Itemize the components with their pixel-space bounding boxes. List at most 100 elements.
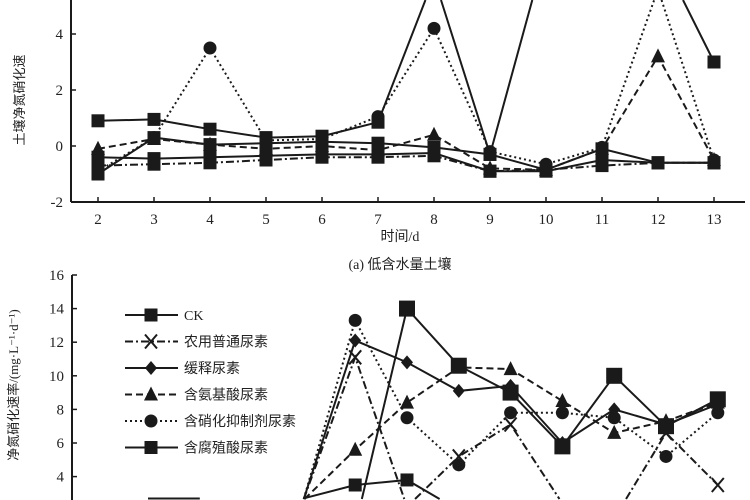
data-point [595, 153, 609, 167]
data-point [259, 136, 273, 150]
plot-area [148, 300, 726, 500]
data-point [349, 333, 362, 348]
legend-marker [144, 414, 158, 428]
legend-label: 含硝化抑制剂尿素 [184, 414, 296, 430]
y-tick-label: -2 [51, 195, 64, 211]
data-point [203, 138, 217, 152]
data-point [400, 473, 414, 487]
y-tick-label: 4 [57, 470, 65, 486]
data-point [203, 150, 217, 164]
x-tick-label: 6 [318, 212, 326, 228]
data-point [502, 384, 519, 401]
data-point [348, 478, 362, 492]
data-point [554, 438, 571, 455]
data-point [427, 140, 441, 154]
legend-item: CK [125, 308, 203, 324]
data-point [503, 361, 518, 376]
data-point [147, 152, 161, 166]
data-point [711, 406, 725, 420]
series-line [148, 478, 441, 500]
data-point [607, 424, 622, 439]
data-point [450, 357, 467, 374]
legend-marker [144, 308, 158, 322]
chart-b: 净氮硝化速率/(mg·L⁻¹·d⁻¹) 4 6 8 10 12 14 16 CK 农用普通尿素缓… [6, 268, 726, 500]
series-ck [91, 0, 721, 177]
data-point [483, 147, 497, 161]
x-tick-label: 10 [539, 212, 554, 228]
y-tick-label: 12 [49, 335, 64, 351]
chart-a: 土壤净氮硝化速 时间/d (a) 低含水量土壤 -2 0 2 4 2 3 4 5 6 7 8 9 10 1… [12, 0, 745, 273]
x-tick-label: 8 [430, 212, 438, 228]
x-tick-label: 12 [651, 212, 666, 228]
series-4 [302, 313, 725, 500]
plot-area [91, 0, 721, 181]
data-point [555, 393, 570, 407]
data-point [91, 140, 105, 155]
y-tick-label: 6 [57, 436, 65, 452]
x-tick-label: 11 [595, 212, 609, 228]
data-point [607, 411, 621, 425]
x-tick-label: 4 [206, 212, 214, 228]
y-tick-label: 0 [56, 139, 64, 155]
data-point [399, 300, 415, 317]
legend-label: CK [184, 309, 203, 324]
series-5 [360, 300, 726, 500]
x-tick-label: 5 [262, 212, 270, 228]
data-point [707, 153, 721, 167]
data-point [711, 477, 725, 493]
chart-b-ylabel: 净氮硝化速率/(mg·L⁻¹·d⁻¹) [6, 309, 21, 461]
data-point [203, 122, 217, 136]
chart-a-ylabel: 土壤净氮硝化速 [12, 54, 27, 145]
data-point [91, 114, 105, 128]
data-point [315, 135, 329, 149]
data-point [452, 458, 466, 472]
data-point [658, 418, 674, 435]
data-point [707, 55, 721, 69]
data-point [539, 157, 553, 171]
legend-item: 缓释尿素 [125, 361, 240, 377]
series-line [97, 154, 714, 173]
data-point [371, 110, 385, 124]
data-point [348, 313, 362, 327]
legend-item: 含氨基酸尿素 [125, 386, 268, 404]
legend-item: 含腐殖酸尿素 [125, 440, 268, 457]
y-tick-label: 4 [56, 27, 64, 43]
legend-marker [145, 361, 157, 375]
legend-label: 农用普通尿素 [184, 335, 268, 351]
legend-label: 含氨基酸尿素 [184, 387, 268, 404]
series-slow [91, 146, 721, 178]
series-nitrif [91, 0, 721, 178]
data-point [348, 441, 363, 456]
data-point [555, 406, 569, 420]
legend-label: 含腐殖酸尿素 [184, 440, 268, 457]
legend-item: 含硝化抑制剂尿素 [125, 414, 296, 430]
data-point [91, 167, 105, 181]
legend-label: 缓释尿素 [184, 361, 240, 377]
series-0 [148, 473, 441, 500]
data-point [709, 391, 726, 408]
data-point [651, 48, 665, 63]
series-line [360, 306, 719, 500]
data-point [371, 136, 385, 150]
data-point [483, 160, 497, 175]
data-point [659, 449, 673, 463]
data-point [400, 411, 414, 425]
x-tick-label: 9 [486, 212, 494, 228]
data-point [147, 131, 161, 145]
series-line [97, 0, 715, 175]
legend-marker [144, 441, 158, 454]
data-point [401, 355, 413, 370]
data-point [504, 406, 518, 420]
y-tick-label: 2 [56, 83, 64, 99]
y-tick-label: 14 [49, 302, 65, 318]
data-point [452, 383, 465, 398]
legend-item: 农用普通尿素 [125, 333, 268, 351]
data-point [203, 41, 217, 55]
chart-a-caption: (a) 低含水量土壤 [348, 256, 451, 273]
x-tick-label: 2 [94, 212, 102, 228]
data-point [400, 394, 414, 409]
series-line [97, 151, 714, 173]
x-tick-label: 7 [374, 212, 382, 228]
series-line [302, 317, 719, 500]
